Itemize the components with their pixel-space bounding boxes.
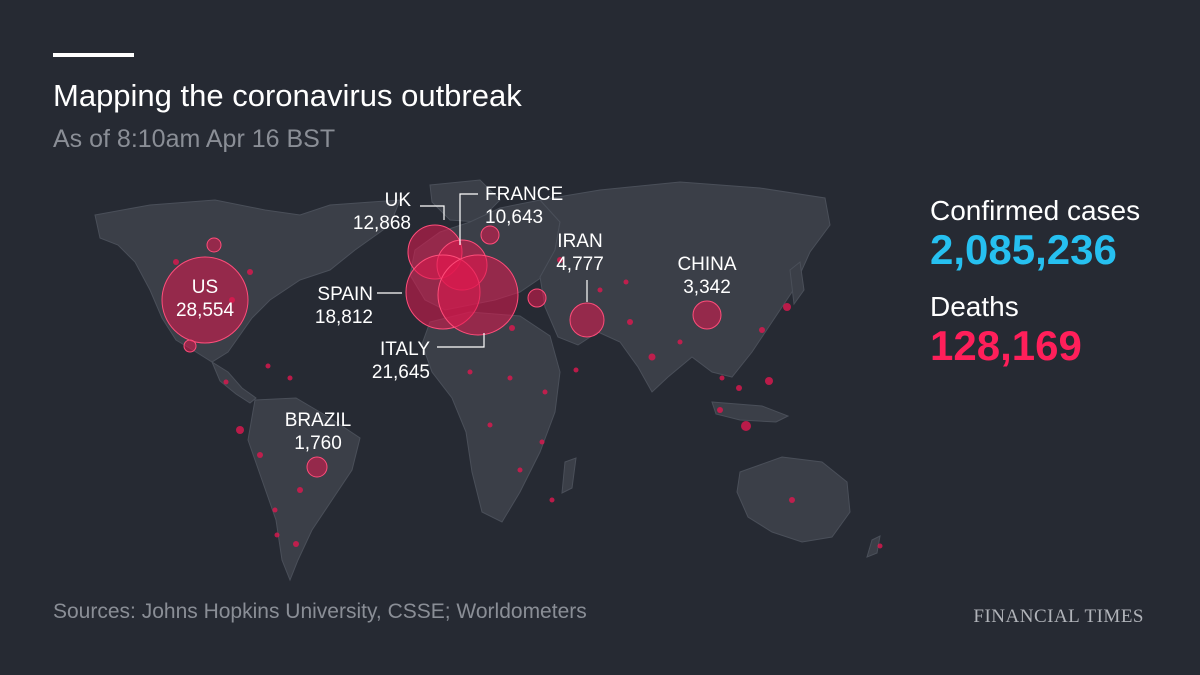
stats-panel: Confirmed cases 2,085,236 Deaths 128,169	[930, 195, 1140, 369]
deaths-block: Deaths 128,169	[930, 291, 1140, 369]
africa-shape	[421, 311, 561, 523]
confirmed-cases-value: 2,085,236	[930, 226, 1117, 273]
bubble-germany	[480, 225, 500, 245]
label-leader-lines	[377, 193, 588, 348]
bubble-italy	[437, 254, 519, 336]
indonesia-shape	[711, 401, 790, 423]
label-brazil-name: BRAZIL	[285, 410, 352, 431]
header-rule	[53, 53, 134, 57]
world-map: US 28,554 UK 12,868 FRANCE 10,643 SPAIN …	[94, 179, 883, 582]
bubble-mexico	[183, 339, 197, 353]
small-case-dots	[173, 257, 883, 549]
label-spain-name: SPAIN	[317, 284, 373, 305]
leader-france	[459, 193, 478, 245]
label-china-count: 3,342	[683, 277, 731, 298]
new-zealand-shape	[866, 535, 881, 558]
asia-shape	[539, 181, 831, 393]
bubble-iran	[569, 302, 605, 338]
label-italy-name: ITALY	[380, 339, 430, 360]
country-labels: US 28,554 UK 12,868 FRANCE 10,643 SPAIN …	[176, 184, 737, 454]
label-brazil-count: 1,760	[294, 433, 342, 454]
page-title: Mapping the coronavirus outbreak	[53, 78, 522, 113]
label-iran-count: 4,777	[556, 254, 604, 275]
label-france-count: 10,643	[485, 207, 543, 228]
label-uk-name: UK	[385, 190, 412, 211]
label-uk-count: 12,868	[353, 213, 411, 234]
bubble-us	[161, 256, 249, 344]
central-america-shape	[210, 360, 257, 404]
south-america-shape	[247, 397, 361, 582]
label-china-name: CHINA	[677, 254, 736, 275]
label-italy-count: 21,645	[372, 362, 430, 383]
bubble-brazil	[306, 456, 328, 478]
confirmed-cases-label: Confirmed cases	[930, 195, 1141, 226]
madagascar-shape	[561, 457, 577, 494]
financial-times-logo: FINANCIAL TIMES	[973, 606, 1144, 627]
leader-uk	[420, 205, 445, 220]
case-bubbles	[161, 224, 722, 478]
sources-note: Sources: Johns Hopkins University, CSSE;…	[53, 600, 587, 623]
label-spain-count: 18,812	[315, 307, 373, 328]
page-subtitle: As of 8:10am Apr 16 BST	[53, 125, 336, 153]
label-france-name: FRANCE	[485, 184, 563, 205]
label-iran-name: IRAN	[557, 231, 602, 252]
deaths-value: 128,169	[930, 322, 1082, 369]
bubble-china	[692, 300, 722, 330]
japan-shape	[789, 261, 805, 306]
label-us-count: 28,554	[176, 300, 235, 321]
label-us-name: US	[192, 277, 218, 298]
deaths-label: Deaths	[930, 291, 1019, 322]
bubble-turkey	[527, 288, 547, 308]
bubble-canada	[206, 237, 222, 253]
leader-italy	[437, 333, 485, 348]
